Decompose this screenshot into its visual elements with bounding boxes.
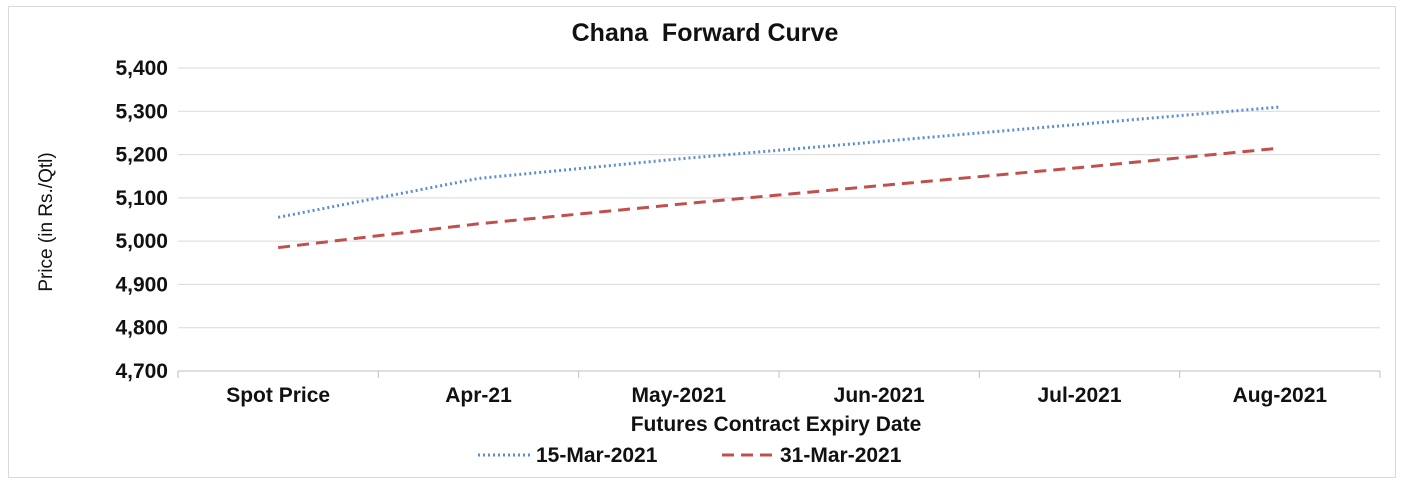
legend: 15-Mar-2021 31-Mar-2021 [478,444,902,467]
x-axis-ticks: Spot Price Apr-21 May-2021 Jun-2021 Jul-2021… [177,371,1381,407]
series-lines [277,105,1280,250]
y-tick-label: 4,800 [115,317,168,340]
x-tick-label: May-2021 [632,384,727,407]
y-tick-label: 5,100 [115,187,168,210]
x-axis-label: Futures Contract Expiry Date [631,413,922,436]
x-tick-label: Jul-2021 [1037,384,1121,407]
y-tick-label: 4,700 [115,360,168,383]
grid [178,67,1380,372]
y-tick-label: 5,000 [115,230,168,253]
chart-title: Chana Forward Curve [572,19,839,47]
x-tick-label: Apr-21 [445,384,512,407]
x-tick-label: Jun-2021 [834,384,925,407]
legend-label: 15-Mar-2021 [536,444,658,467]
x-tick-label: Spot Price [226,384,330,407]
y-axis-label: Price (in Rs./Qtl) [36,152,57,291]
legend-label: 31-Mar-2021 [780,444,902,467]
series-line-1 [278,146,1280,250]
chart-frame [8,6,1396,478]
y-tick-label: 5,300 [115,100,168,123]
y-tick-label: 5,400 [115,57,168,80]
y-tick-label: 4,900 [115,273,168,296]
y-axis-ticks: 4,700 4,800 4,900 5,000 5,100 5,200 5,300 5,400 [115,57,168,383]
series-line-0 [277,105,1280,219]
y-tick-label: 5,200 [115,144,168,167]
x-tick-label: Aug-2021 [1233,384,1328,407]
